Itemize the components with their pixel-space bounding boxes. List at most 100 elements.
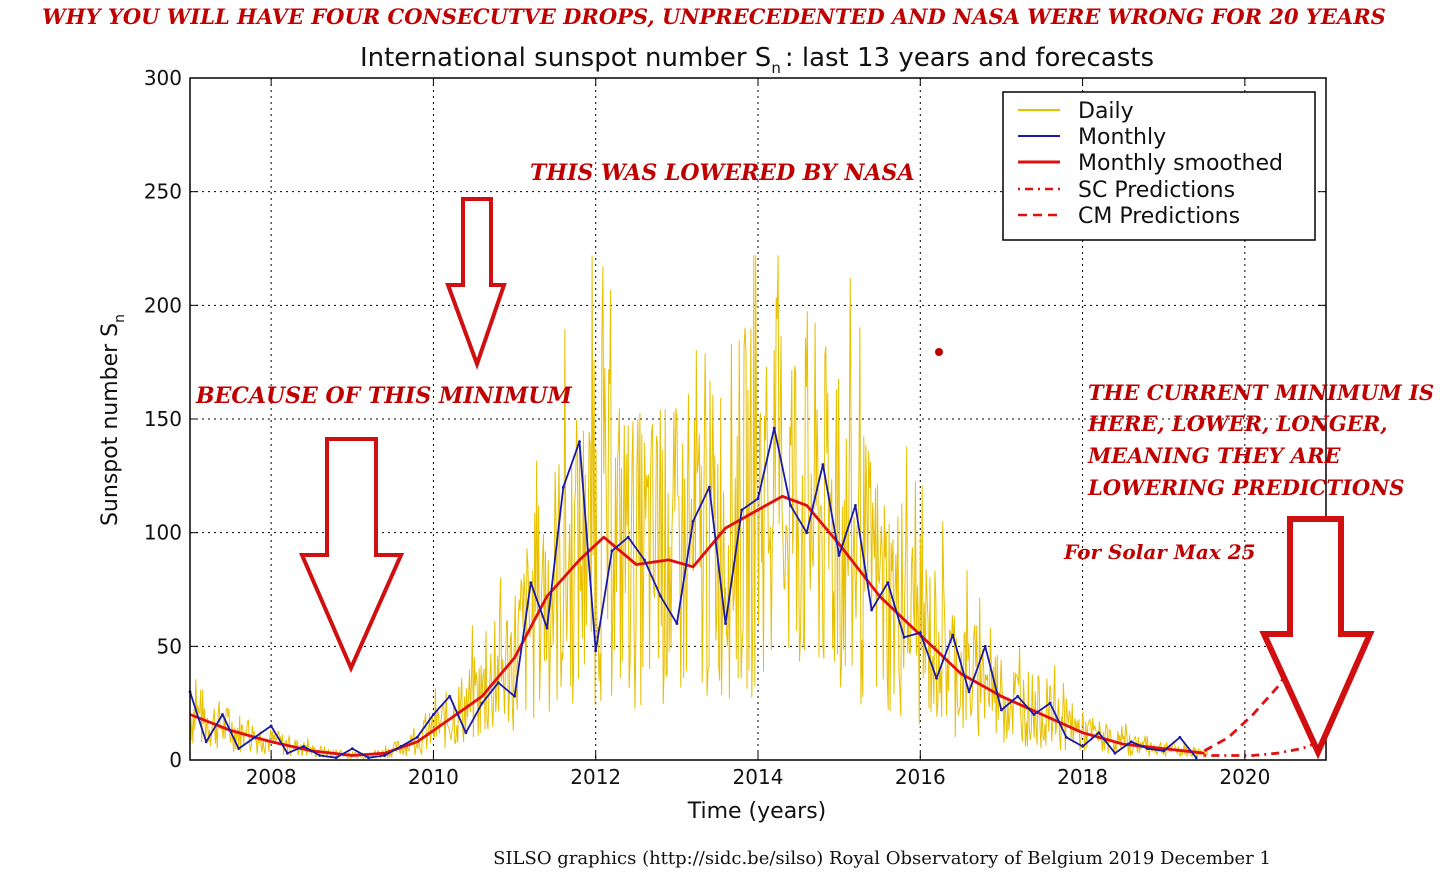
monthly-point <box>529 581 533 585</box>
title-sub: n <box>771 59 781 77</box>
title-main: International sunspot number S <box>360 43 771 73</box>
monthly-point <box>350 747 354 750</box>
monthly-point <box>626 535 630 539</box>
monthly-point <box>383 754 387 757</box>
annotation-current-1: THE CURRENT MINIMUM IS <box>1088 380 1434 405</box>
monthly-point <box>1000 708 1003 712</box>
monthly-point <box>1081 745 1084 748</box>
sc-prediction-line <box>1204 738 1327 757</box>
monthly-point <box>659 594 662 598</box>
legend-smoothed-label: Monthly smoothed <box>1078 151 1283 176</box>
legend-monthly-label: Monthly <box>1078 125 1166 150</box>
y-tick-label: 150 <box>144 407 182 431</box>
monthly-point <box>1016 694 1020 698</box>
monthly-point <box>561 485 565 489</box>
monthly-point <box>302 745 305 748</box>
annotation-current-4: LOWERING PREDICTIONS <box>1087 475 1404 500</box>
monthly-point <box>772 426 776 430</box>
monthly-point <box>464 731 468 735</box>
x-tick-label: 2008 <box>246 765 297 789</box>
monthly-point <box>286 751 289 755</box>
y-tick-label: 250 <box>144 180 182 204</box>
y-tick-label: 200 <box>144 293 182 317</box>
banner-text: WHY YOU WILL HAVE FOUR CONSECUTVE DROPS,… <box>42 4 1386 29</box>
legend-daily-label: Daily <box>1078 99 1134 124</box>
annotation-solarmax: For Solar Max 25 <box>1063 540 1256 564</box>
x-axis-label: Time (years) <box>687 799 827 824</box>
annotation-minimum: BECAUSE OF THIS MINIMUM <box>195 383 572 409</box>
x-tick-label: 2012 <box>570 765 621 789</box>
monthly-point <box>545 626 549 630</box>
monthly-point <box>594 649 598 653</box>
annotation-current-2: HERE, LOWER, LONGER, <box>1087 411 1388 436</box>
monthly-point <box>204 740 208 744</box>
y-tick-label: 50 <box>157 634 182 658</box>
monthly-point <box>253 735 257 739</box>
monthly-point <box>221 713 224 716</box>
monthly-point <box>513 694 516 698</box>
y-tick-label: 0 <box>169 748 182 772</box>
monthly-point <box>480 701 484 705</box>
arrow-down-icon <box>298 437 405 673</box>
monthly-point <box>935 676 938 680</box>
monthly-point <box>1032 713 1036 716</box>
monthly-point <box>789 504 792 507</box>
monthly-point <box>886 581 890 585</box>
monthly-point <box>610 549 614 553</box>
monthly-points <box>188 426 1198 760</box>
monthly-point <box>756 497 760 500</box>
monthly-point <box>675 622 679 625</box>
monthly-point <box>448 694 452 698</box>
monthly-point <box>237 747 241 750</box>
x-tick-label: 2020 <box>1219 765 1270 789</box>
monthly-point <box>805 531 809 535</box>
monthly-point <box>1048 701 1052 705</box>
x-tick-label: 2010 <box>408 765 459 789</box>
annotation-current-3: MEANING THEY ARE <box>1087 443 1342 468</box>
monthly-point <box>870 608 873 612</box>
y-axis-label: Sunspot number Sn <box>98 314 128 526</box>
y-tick-label: 300 <box>144 66 182 90</box>
legend: Daily Monthly Monthly smoothed SC Predic… <box>1002 91 1316 241</box>
monthly-point <box>578 440 581 444</box>
annotation-lowered: THIS WAS LOWERED BY NASA <box>530 160 915 186</box>
monthly-point <box>837 554 841 557</box>
y-tick-label: 100 <box>144 521 182 545</box>
monthly-point <box>1113 751 1117 755</box>
monthly-point <box>1162 749 1166 753</box>
x-tick-label: 2014 <box>733 765 784 789</box>
y-axis-label-sub: n <box>112 314 128 323</box>
y-axis-label-main: Sunspot number S <box>98 323 123 526</box>
annotation-arrows <box>298 197 1375 760</box>
monthly-point <box>1178 735 1182 739</box>
x-tick-label: 2018 <box>1057 765 1108 789</box>
monthly-point <box>1146 747 1149 750</box>
monthly-point <box>691 519 695 523</box>
monthly-point <box>918 631 922 635</box>
legend-sc-label: SC Predictions <box>1078 178 1235 203</box>
arrow-down-icon <box>445 197 507 370</box>
monthly-point <box>821 463 825 466</box>
chart-title: International sunspot number Sn: last 13… <box>360 43 1154 77</box>
monthly-point <box>269 724 273 728</box>
red-dot <box>935 348 943 356</box>
monthly-point <box>415 735 419 739</box>
cm-prediction-line <box>1203 609 1328 753</box>
monthly-point <box>643 558 646 562</box>
axis-ticks: 2008 2010 2012 2014 2016 2018 2020 0 50 100 150 200… <box>144 66 1326 789</box>
monthly-point <box>951 633 955 637</box>
x-tick-label: 2016 <box>895 765 946 789</box>
title-suffix: : last 13 years and forecasts <box>785 43 1154 73</box>
monthly-point <box>854 504 857 507</box>
monthly-point <box>967 690 971 694</box>
arrow-down-icon <box>1259 516 1375 760</box>
credit-text: SILSO graphics (http://sidc.be/silso) Ro… <box>493 848 1271 869</box>
monthly-point <box>983 644 987 648</box>
monthly-point <box>902 635 906 639</box>
monthly-point <box>707 485 711 489</box>
monthly-point <box>367 756 370 760</box>
monthly-point <box>1194 756 1198 760</box>
monthly-point <box>432 713 435 716</box>
monthly-point <box>724 622 727 625</box>
